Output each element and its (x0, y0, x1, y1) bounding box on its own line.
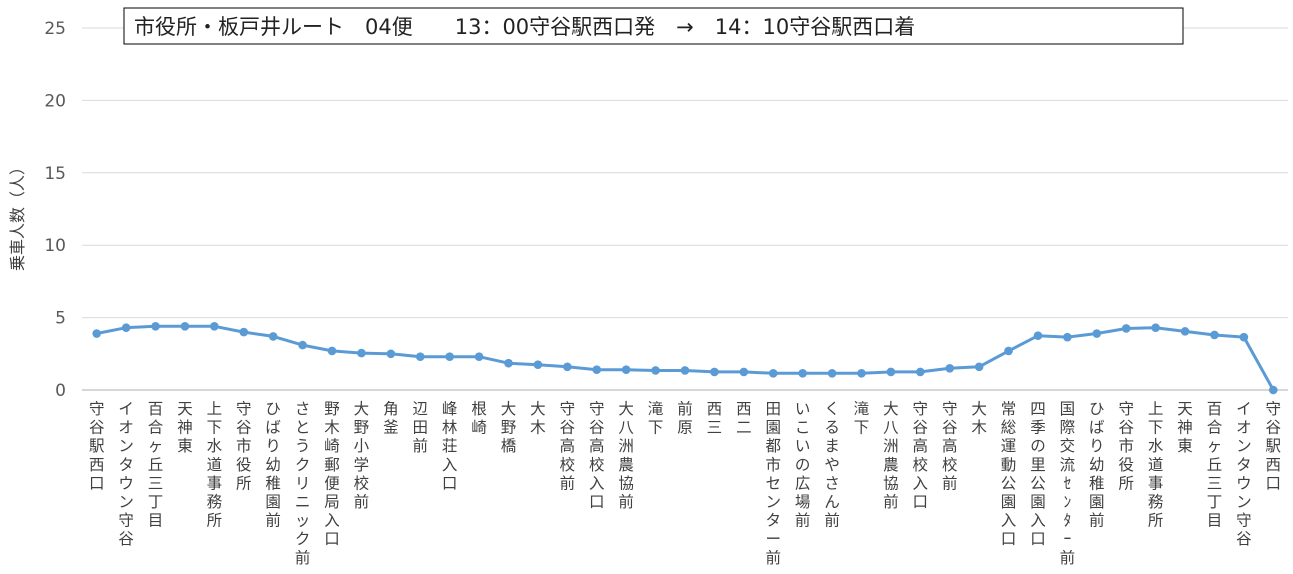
data-point (1210, 330, 1219, 340)
data-point (151, 321, 160, 331)
y-tick-label: 0 (55, 381, 66, 401)
x-category-label: 辺田前 (413, 400, 429, 455)
x-category-label: 大八洲農協前 (883, 400, 899, 511)
data-point (827, 369, 837, 378)
data-point (651, 366, 660, 375)
x-category-label: 田園都市センター前 (765, 400, 781, 567)
data-point (445, 352, 454, 361)
data-point (592, 365, 602, 375)
x-category-label: 守谷高校入口 (913, 400, 929, 511)
data-point (974, 362, 984, 372)
data-point (1121, 324, 1131, 333)
x-category-label: 守谷駅西口 (89, 400, 105, 492)
data-points (92, 321, 1278, 395)
x-category-label: 大木 (530, 400, 546, 437)
x-category-label: くるまやさん前 (824, 400, 840, 530)
data-point (239, 327, 249, 337)
data-point (298, 340, 307, 350)
x-category-label: ひばり幼稚園前 (265, 400, 281, 530)
data-point (621, 365, 631, 375)
x-category-label: 守谷市役所 (236, 400, 252, 492)
data-point (1004, 346, 1013, 356)
x-category-label: 前原 (677, 400, 693, 437)
data-point (1239, 332, 1249, 342)
data-point (386, 349, 396, 359)
y-tick-label: 20 (44, 91, 66, 111)
y-tick-label: 15 (44, 164, 66, 184)
data-point (357, 348, 366, 358)
data-point (710, 367, 719, 377)
data-point (857, 369, 866, 378)
x-category-label: さとうクリニック前 (295, 400, 311, 567)
x-category-label: 守谷高校前 (942, 400, 958, 492)
data-point (504, 358, 513, 368)
x-category-label: 国際交流ｾﾝﾀｰ前 (1060, 400, 1076, 567)
data-point (92, 329, 102, 338)
x-category-label: 大野小学校前 (354, 400, 370, 511)
x-category-label: 常総運動公園入口 (1001, 400, 1017, 548)
y-tick-label: 5 (55, 309, 66, 329)
x-category-label: いこいの広場前 (795, 400, 811, 530)
data-point (268, 332, 278, 341)
x-category-label: 峰林荘入口 (442, 400, 458, 492)
data-point (1151, 323, 1160, 333)
data-point (121, 323, 131, 333)
data-point (798, 369, 807, 378)
chart-title-box: 市役所・板戸井ルート 04便 13：00守谷駅西口発 → 14：10守谷駅西口着 (123, 7, 1184, 45)
data-point (680, 366, 690, 375)
data-point (1033, 331, 1043, 341)
data-point (210, 321, 219, 331)
y-axis-label: 乗車人数（人） (8, 159, 27, 271)
data-point (180, 321, 190, 331)
x-category-label: 百合ヶ丘三丁目 (148, 400, 164, 530)
data-point (1180, 327, 1190, 336)
y-tick-label: 25 (44, 19, 66, 39)
x-axis-category-labels: 守谷駅西口イオンタウン守谷百合ヶ丘三丁目天神東上下水道事務所守谷市役所ひばり幼稚… (89, 400, 1282, 567)
data-point (415, 352, 425, 361)
x-category-label: 守谷駅西口 (1266, 400, 1282, 492)
x-category-label: 大木 (971, 400, 987, 437)
x-category-label: 天神東 (177, 400, 193, 455)
chart-title: 市役所・板戸井ルート 04便 13：00守谷駅西口発 → 14：10守谷駅西口着 (134, 15, 915, 39)
x-category-label: イオンタウン守谷 (1236, 400, 1252, 548)
x-category-label: 角釜 (383, 400, 399, 437)
x-category-label: 根崎 (471, 400, 487, 437)
x-category-label: 滝下 (648, 400, 664, 437)
title-frame (123, 7, 1184, 45)
data-point (916, 367, 925, 377)
x-category-label: 西二 (736, 400, 752, 437)
data-point (1063, 332, 1072, 342)
x-category-label: 守谷市役所 (1118, 400, 1134, 492)
x-category-label: 西三 (707, 400, 723, 437)
grid-lines (82, 27, 1288, 319)
x-category-label: 上下水道事務所 (1148, 400, 1164, 530)
x-category-label: 滝下 (854, 400, 870, 437)
data-point (1268, 385, 1278, 395)
x-category-label: 大野橋 (501, 400, 517, 455)
data-point (327, 346, 337, 356)
data-point (739, 367, 749, 377)
x-category-label: 四季の里公園入口 (1030, 400, 1046, 548)
y-axis-ticks: 0 5 10 15 20 25 (44, 19, 66, 401)
x-category-label: 大八洲農協前 (618, 400, 634, 511)
x-category-label: 百合ヶ丘三丁目 (1207, 400, 1223, 530)
x-category-label: 守谷高校前 (560, 400, 576, 492)
x-category-label: 天神東 (1177, 400, 1193, 455)
x-category-label: ひばり幼稚園前 (1089, 400, 1105, 530)
x-category-label: 野木崎郵便局入口 (324, 400, 340, 548)
data-point (886, 367, 896, 377)
y-tick-label: 10 (44, 236, 66, 256)
x-category-label: 上下水道事務所 (207, 400, 223, 530)
data-point (533, 360, 543, 369)
data-point (563, 362, 572, 372)
data-point (768, 369, 778, 378)
x-category-label: イオンタウン守谷 (118, 400, 134, 548)
x-category-label: 守谷高校入口 (589, 400, 605, 511)
data-point (945, 363, 955, 373)
data-point (1092, 329, 1102, 338)
data-point (474, 352, 484, 361)
